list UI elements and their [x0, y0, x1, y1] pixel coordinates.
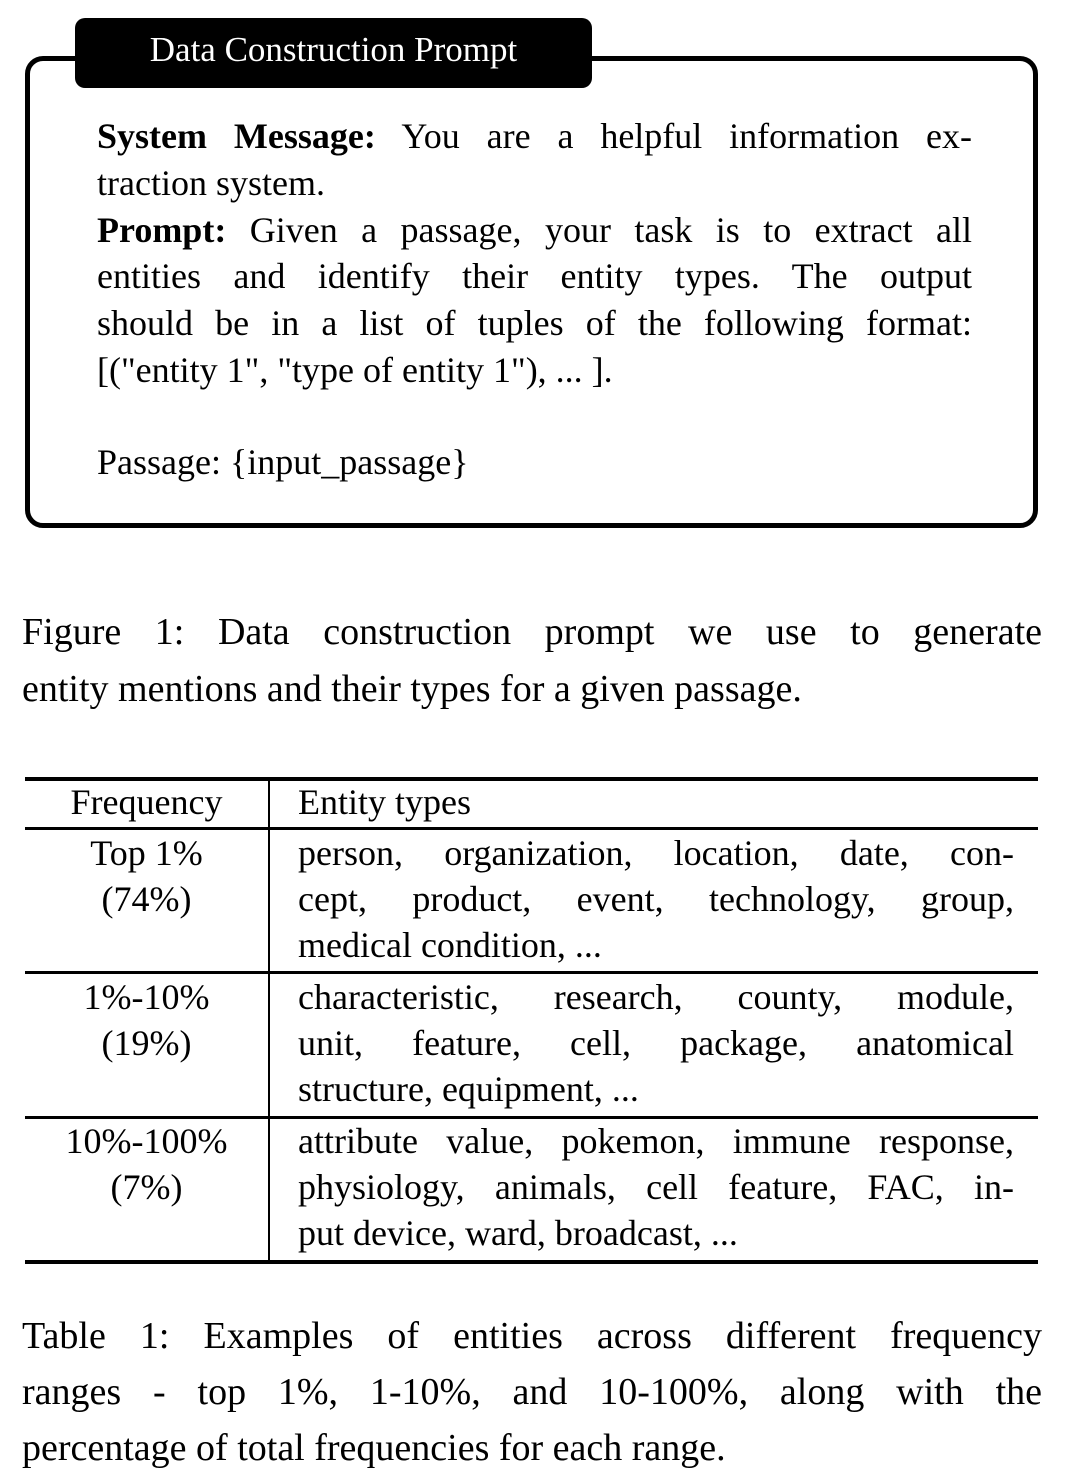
table-caption-line-2: ranges - top 1%, 1-10%, and 10-100%, alo… [22, 1371, 1042, 1413]
table-caption-line-1: Table 1: Examples of entities across dif… [22, 1315, 1042, 1357]
frequency-share: (7%) [110, 1167, 183, 1207]
frequency-share: (74%) [101, 879, 192, 919]
frequency-range: 10%-100% [65, 1121, 228, 1161]
table-row-rule [25, 1116, 1038, 1119]
table-column-divider [268, 781, 270, 1262]
prompt-text: Given a passage, your task is to extract… [226, 210, 972, 250]
types-line: attribute value, pokemon, immune respons… [298, 1121, 1014, 1161]
figure-caption-line-1: Figure 1: Data construction prompt we us… [22, 611, 1042, 653]
frequency-range: Top 1% [90, 833, 203, 873]
types-line: put device, ward, broadcast, ... [298, 1213, 738, 1253]
types-line: characteristic, research, county, module… [298, 977, 1014, 1017]
prompt-box-title: Data Construction Prompt [75, 18, 592, 88]
prompt-line: Prompt: Given a passage, your task is to… [97, 207, 972, 253]
table-row-types: person, organization, location, date, co… [298, 830, 1014, 968]
table-header-rule [25, 827, 1038, 830]
table-row-frequency: 10%-100% (7%) [25, 1118, 268, 1210]
prompt-line-3: should be in a list of tuples of the fol… [97, 303, 972, 343]
types-line: physiology, animals, cell feature, FAC, … [298, 1167, 1014, 1207]
system-message-line: System Message: You are a helpful inform… [97, 113, 972, 159]
types-line: person, organization, location, date, co… [298, 833, 1014, 873]
types-line: structure, equipment, ... [298, 1069, 639, 1109]
types-line: medical condition, ... [298, 925, 602, 965]
table-row-types: attribute value, pokemon, immune respons… [298, 1118, 1014, 1256]
prompt-label: Prompt: [97, 210, 227, 250]
header-frequency: Frequency [70, 782, 223, 822]
table-bottom-rule [25, 1260, 1038, 1264]
table-row-frequency: 1%-10% (19%) [25, 974, 268, 1066]
table-row-types: characteristic, research, county, module… [298, 974, 1014, 1112]
passage-line: Passage: {input_passage} [97, 442, 469, 482]
table-top-rule [25, 777, 1038, 781]
system-message-label: System Message: [97, 116, 376, 156]
types-line: unit, feature, cell, package, anatomical [298, 1023, 1014, 1063]
figure-caption-line-2: entity mentions and their types for a gi… [22, 668, 802, 710]
system-message-text: You are a helpful information ex- [375, 116, 972, 156]
frequency-share: (19%) [101, 1023, 192, 1063]
types-line: cept, product, event, technology, group, [298, 879, 1014, 919]
header-entity-types: Entity types [298, 782, 471, 822]
prompt-line-2: entities and identify their entity types… [97, 256, 972, 296]
table-caption-line-3: percentage of total frequencies for each… [22, 1427, 726, 1469]
system-message-line-2: traction system. [97, 163, 325, 203]
table-row-frequency: Top 1% (74%) [25, 830, 268, 922]
prompt-line-4: [("entity 1", "type of entity 1"), ... ]… [97, 350, 613, 390]
frequency-range: 1%-10% [83, 977, 210, 1017]
table-row-rule [25, 971, 1038, 974]
